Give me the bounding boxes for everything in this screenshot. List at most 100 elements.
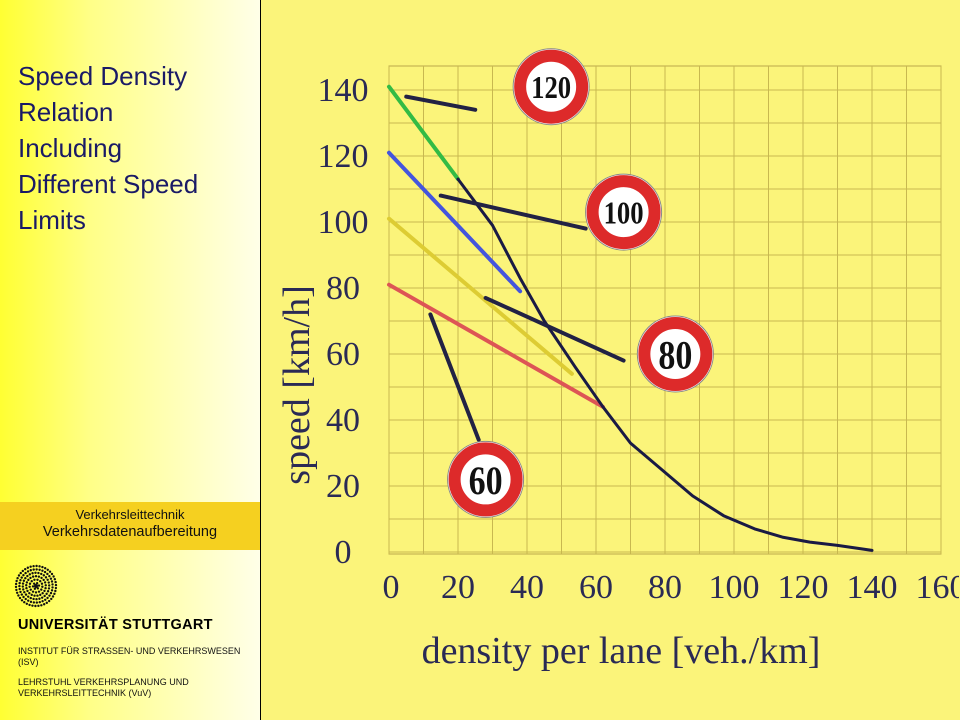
university-logo-icon: [14, 564, 58, 608]
logo-dot: [29, 576, 32, 580]
y-tick-label: 20: [326, 468, 360, 505]
logo-dot: [31, 575, 35, 578]
logo-dot: [22, 573, 25, 577]
speed-limit-80-line: [387, 216, 574, 376]
sidebar: Speed Density Relation Including Differe…: [0, 0, 260, 720]
logo-dot: [28, 582, 32, 585]
logo-dot: [28, 573, 32, 576]
logo-dot: [41, 565, 44, 569]
logo-dot: [40, 582, 44, 585]
logo-dot: [54, 583, 58, 587]
x-tick-label: 40: [510, 569, 544, 606]
logo-dot: [46, 596, 49, 600]
logo-dot: [41, 600, 44, 603]
logo-dot: [42, 574, 46, 577]
logo-dot: [38, 565, 41, 568]
logo-dot: [25, 586, 28, 590]
logo-dot: [44, 584, 47, 587]
logo-dot: [43, 581, 47, 584]
title-line: Different Speed: [18, 169, 199, 199]
logo-dot: [20, 593, 23, 596]
logo-dot: [22, 588, 25, 591]
sign-red-ring: [448, 442, 523, 517]
logo-dot: [51, 583, 54, 586]
logo-dot: [48, 574, 51, 578]
logo-dot: [52, 575, 55, 578]
main-curve-line: [456, 177, 874, 552]
logo-dot: [39, 579, 42, 583]
sign-label: 120: [531, 69, 571, 105]
logo-dot: [41, 585, 44, 588]
logo-dot: [25, 581, 29, 584]
x-tick-label: 80: [648, 569, 682, 606]
logo-dot: [46, 590, 50, 593]
speed-limit-60-line: [387, 282, 605, 409]
title-line: Including: [18, 133, 123, 163]
logo-dot: [37, 575, 41, 578]
logo-dot: [38, 600, 41, 604]
institute-line-2: LEHRSTUHL VERKEHRSPLANUNG UND VERKEHRSLE…: [18, 677, 189, 698]
logo-dot: [26, 595, 30, 598]
logo-dot: [30, 593, 33, 597]
logo-dot: [43, 567, 47, 570]
logo-dot: [50, 580, 54, 583]
course-line-2: Verkehrsdatenaufbereitung: [42, 524, 218, 540]
y-tick-label: 40: [326, 402, 360, 439]
logo-dot: [42, 578, 45, 582]
logo-dot: [24, 576, 27, 580]
logo-dot: [40, 588, 43, 591]
logo-dot: [32, 582, 36, 585]
speed-limit-sign-120-icon: 120: [512, 48, 590, 126]
logo-dot: [36, 578, 39, 581]
logo-dot: [45, 601, 48, 605]
institute-line-1: INSTITUT FÜR STRASSEN- UND VERKEHRSWESEN…: [18, 646, 241, 667]
logo-dot: [49, 577, 53, 580]
logo-dot: [37, 584, 41, 587]
logo-dot: [29, 588, 32, 591]
logo-dot: [24, 597, 27, 601]
logo-dot: [26, 570, 30, 573]
sign-label: 100: [604, 195, 644, 231]
logo-dot: [20, 576, 23, 579]
logo-dot: [29, 596, 32, 600]
logo-dot: [36, 587, 40, 590]
annotation-pointer-line: [428, 312, 481, 442]
logo-dot: [33, 587, 37, 590]
x-tick-label: 100: [709, 569, 760, 606]
logo-dot: [29, 600, 33, 604]
sign-red-ring: [514, 49, 589, 124]
logo-dot: [26, 589, 29, 593]
logo-dot: [37, 604, 40, 608]
logo-dot: [19, 590, 22, 594]
logo-dot: [44, 598, 47, 602]
y-axis-label: speed [km/h]: [276, 285, 318, 484]
logo-dot: [32, 568, 35, 571]
y-tick-labels: 0 20 40 60 80 100 120 140: [318, 72, 369, 571]
logo-dot: [39, 593, 42, 597]
logo-dot: [26, 566, 30, 569]
annotation-pointer-line: [404, 94, 478, 112]
logo-dot: [28, 603, 31, 607]
logo-dot: [50, 597, 53, 601]
logo-dot: [19, 579, 22, 582]
logo-dot: [21, 585, 25, 588]
logo-dot: [38, 597, 41, 600]
logo-dot: [53, 578, 57, 581]
y-tick-label: 0: [335, 534, 352, 571]
logo-dot: [18, 584, 21, 588]
sign-red-ring: [586, 175, 661, 250]
speed-limit-annotations: 120 100 80 60: [404, 48, 714, 518]
logo-dot: [41, 591, 44, 595]
logo-dot: [26, 574, 29, 578]
logo-dot: [43, 589, 46, 593]
logo-dot: [35, 601, 39, 604]
logo-dot: [16, 576, 19, 580]
logo-dot: [33, 578, 36, 581]
logo-dot: [18, 587, 21, 591]
sign-red-ring: [638, 317, 713, 391]
logo-dot: [40, 576, 43, 580]
logo-dot: [46, 568, 49, 572]
logo-dot: [14, 582, 18, 586]
x-tick-label: 160: [916, 569, 960, 606]
logo-dot: [37, 571, 40, 575]
